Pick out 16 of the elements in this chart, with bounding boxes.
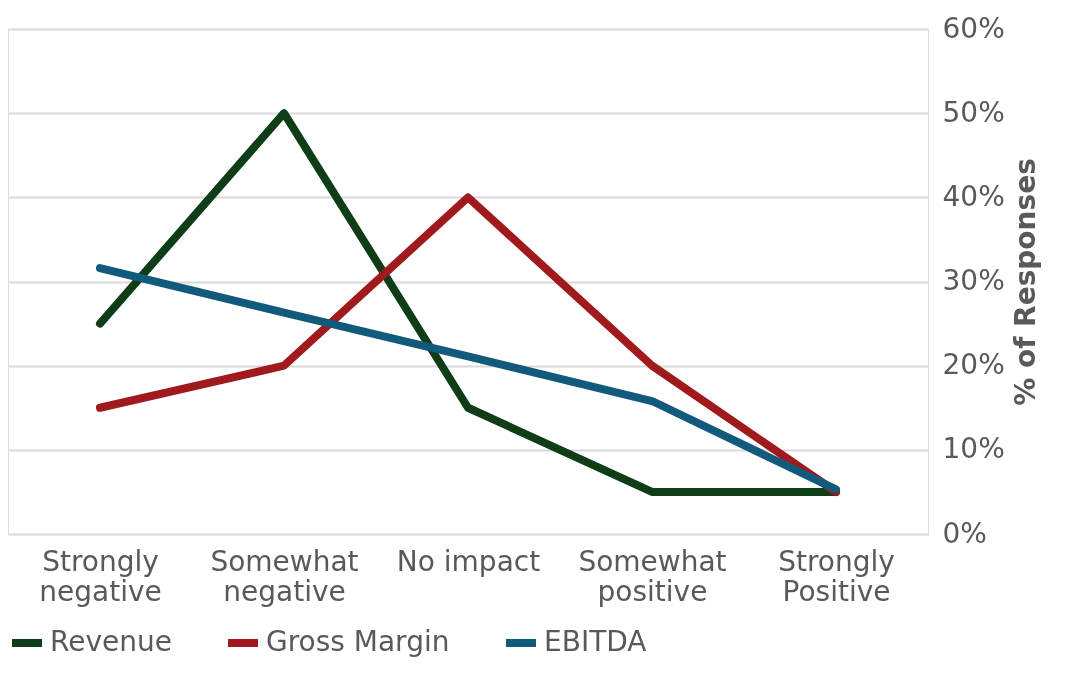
legend-label: EBITDA bbox=[544, 625, 647, 658]
y-tick-label: 0% bbox=[942, 516, 987, 550]
y-axis-title: % of Responses bbox=[1008, 158, 1042, 406]
x-tick-label: Strongly negative bbox=[39, 544, 162, 608]
y-tick-label: 10% bbox=[942, 432, 1005, 466]
y-tick-label: 30% bbox=[942, 264, 1005, 297]
y-tick-label: 40% bbox=[942, 179, 1005, 213]
legend-label: Gross Margin bbox=[266, 625, 450, 658]
x-tick-label: Somewhat positive bbox=[578, 544, 727, 608]
x-tick-label: Somewhat negative bbox=[210, 544, 359, 608]
y-tick-label: 60% bbox=[942, 11, 1005, 45]
y-tick-label: 20% bbox=[942, 348, 1005, 382]
x-tick-label: Strongly Positive bbox=[778, 544, 895, 608]
x-tick-label: No impact bbox=[396, 544, 541, 578]
legend-label: Revenue bbox=[50, 625, 172, 658]
y-tick-label: 50% bbox=[942, 95, 1005, 129]
